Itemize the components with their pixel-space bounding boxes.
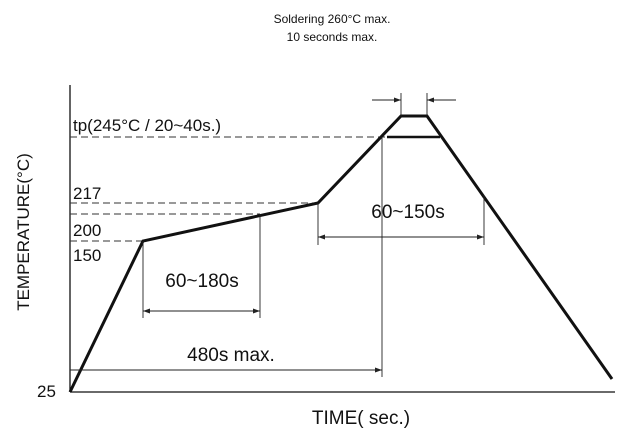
x-axis-label: TIME( sec.) — [312, 408, 410, 429]
y-axis-label: TEMPERATURE(°C) — [14, 153, 33, 311]
peak-note-line2: 10 seconds max. — [287, 30, 378, 44]
level-217-label: 217 — [73, 184, 101, 203]
liquidus-interval-label: 60~150s — [371, 202, 444, 223]
reflow-profile-curve — [68, 114, 614, 393]
level-150-label: 150 — [73, 246, 101, 265]
preheat-interval-label: 60~180s — [165, 271, 238, 292]
tp-level-label: tp(245°C / 20~40s.) — [73, 116, 221, 135]
level-200-label: 200 — [73, 221, 101, 240]
total-time-label: 480s max. — [187, 345, 275, 366]
peak-note-line1: Soldering 260°C max. — [274, 12, 391, 26]
origin-temperature-label: 25 — [37, 382, 56, 401]
